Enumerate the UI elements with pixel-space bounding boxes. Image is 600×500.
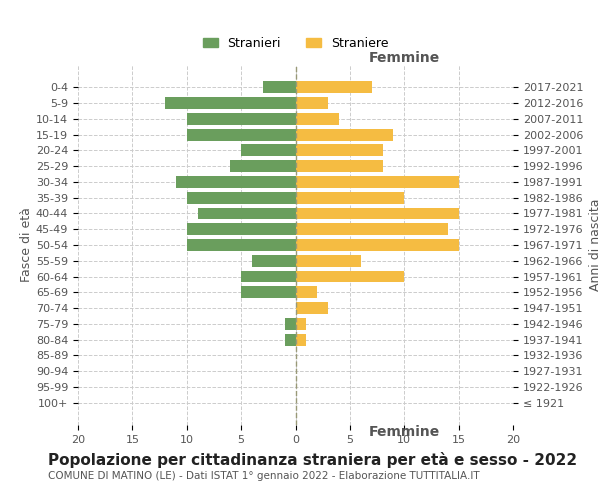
Bar (296, 270, 404, 282)
Text: Popolazione per cittadinanza straniera per età e sesso - 2022: Popolazione per cittadinanza straniera p… (48, 452, 577, 468)
Y-axis label: Fasce di età: Fasce di età (20, 208, 33, 282)
Bar (296, 113, 339, 124)
Bar (230, 160, 296, 172)
Bar (296, 239, 458, 251)
Bar (187, 113, 296, 124)
Bar (241, 144, 296, 156)
Bar (176, 176, 296, 188)
Bar (187, 128, 296, 140)
Bar (296, 128, 394, 140)
Bar (263, 82, 296, 93)
Bar (241, 270, 296, 282)
Bar (296, 208, 458, 220)
Legend: Stranieri, Straniere: Stranieri, Straniere (197, 32, 394, 54)
Bar (284, 318, 296, 330)
Bar (252, 255, 296, 266)
Bar (197, 208, 296, 220)
Bar (296, 82, 371, 93)
Bar (296, 97, 328, 109)
Bar (187, 224, 296, 235)
Bar (296, 255, 361, 266)
Bar (165, 97, 296, 109)
Text: COMUNE DI MATINO (LE) - Dati ISTAT 1° gennaio 2022 - Elaborazione TUTTITALIA.IT: COMUNE DI MATINO (LE) - Dati ISTAT 1° ge… (48, 471, 479, 481)
Text: Femmine: Femmine (368, 51, 440, 65)
Bar (284, 334, 296, 345)
Bar (241, 286, 296, 298)
Bar (187, 239, 296, 251)
Bar (187, 192, 296, 203)
Bar (296, 334, 307, 345)
Bar (296, 224, 448, 235)
Text: Femmine: Femmine (368, 426, 440, 440)
Bar (296, 160, 383, 172)
Bar (296, 318, 307, 330)
Bar (296, 286, 317, 298)
Bar (296, 144, 383, 156)
Bar (296, 302, 328, 314)
Y-axis label: Anni di nascita: Anni di nascita (589, 198, 600, 291)
Bar (296, 192, 404, 203)
Bar (296, 176, 458, 188)
